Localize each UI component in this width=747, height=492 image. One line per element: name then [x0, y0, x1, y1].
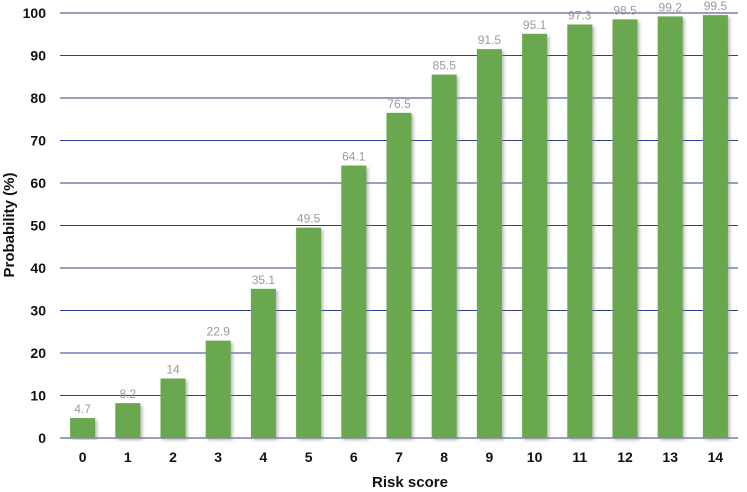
bar-3 — [205, 340, 231, 438]
x-tick-label: 4 — [260, 449, 268, 465]
x-tick-label: 11 — [572, 449, 587, 465]
y-tick-label: 100 — [23, 5, 47, 21]
y-tick-label: 40 — [30, 260, 46, 276]
data-label-4: 35.1 — [252, 273, 276, 287]
x-tick-label: 8 — [440, 449, 448, 465]
x-tick-label: 6 — [350, 449, 358, 465]
data-label-8: 85.5 — [433, 59, 457, 73]
y-axis-ticks: 0 10 20 30 40 50 60 70 80 90 100 — [23, 5, 47, 446]
bar-4 — [250, 288, 276, 438]
y-tick-label: 80 — [30, 90, 46, 106]
x-tick-label: 12 — [617, 449, 633, 465]
y-tick-label: 10 — [30, 388, 46, 404]
y-tick-label: 0 — [38, 430, 46, 446]
data-label-0: 4.7 — [74, 402, 91, 416]
x-tick-label: 0 — [79, 449, 87, 465]
data-label-6: 64.1 — [342, 150, 366, 164]
bars — [70, 15, 728, 439]
x-tick-label: 9 — [486, 449, 494, 465]
bar-10 — [522, 33, 548, 438]
data-label-13: 99.2 — [659, 0, 683, 14]
x-axis-ticks: 0 1 2 3 4 5 6 7 8 9 10 11 12 13 14 — [79, 449, 724, 465]
data-label-11: 97.3 — [568, 8, 592, 22]
data-labels: 4.7 8.2 14 22.9 35.1 49.5 64.1 76.5 85.5 91.5 95.1… — [74, 0, 727, 416]
data-label-3: 22.9 — [207, 325, 231, 339]
bar-14 — [702, 15, 728, 438]
bar-12 — [612, 19, 638, 438]
bar-1 — [115, 403, 141, 438]
data-label-1: 8.2 — [119, 387, 136, 401]
x-tick-label: 3 — [214, 449, 222, 465]
x-tick-label: 5 — [305, 449, 313, 465]
bar-5 — [296, 227, 322, 438]
bar-7 — [386, 112, 412, 438]
y-tick-label: 60 — [30, 175, 46, 191]
y-tick-label: 30 — [30, 303, 46, 319]
bar-2 — [160, 378, 186, 438]
bar-0 — [70, 418, 96, 438]
x-tick-label: 13 — [662, 449, 678, 465]
x-tick-label: 10 — [527, 449, 543, 465]
y-tick-label: 20 — [30, 345, 46, 361]
bar-8 — [431, 74, 457, 438]
y-tick-label: 90 — [30, 48, 46, 64]
x-axis-title: Risk score — [372, 474, 448, 491]
x-tick-label: 2 — [169, 449, 177, 465]
data-label-7: 76.5 — [387, 97, 411, 111]
x-tick-label: 7 — [395, 449, 403, 465]
y-axis-title: Probability (%) — [1, 172, 18, 277]
y-tick-label: 70 — [30, 133, 46, 149]
bar-13 — [657, 16, 683, 439]
bar-11 — [567, 24, 593, 438]
bar-6 — [341, 165, 367, 438]
y-tick-label: 50 — [30, 218, 46, 234]
data-label-10: 95.1 — [523, 18, 547, 32]
data-label-14: 99.5 — [704, 0, 728, 13]
x-tick-label: 1 — [124, 449, 132, 465]
data-label-12: 98.5 — [613, 3, 637, 17]
data-label-9: 91.5 — [478, 33, 502, 47]
bar-9 — [476, 49, 502, 438]
x-tick-label: 14 — [708, 449, 724, 465]
data-label-5: 49.5 — [297, 212, 321, 226]
data-label-2: 14 — [166, 363, 180, 377]
